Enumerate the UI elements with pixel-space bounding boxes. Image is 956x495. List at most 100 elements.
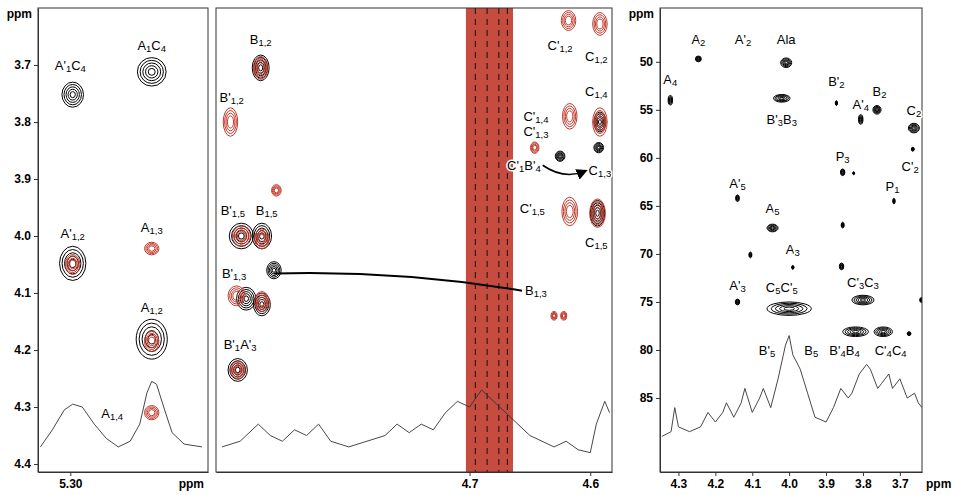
tick: 3.8 [855,472,872,491]
plot-frame [38,8,208,472]
tick-mark [656,302,660,303]
label-subscript: 2 [700,36,705,47]
contour-level [232,226,250,246]
contour-level [771,227,774,229]
y-axis-title: ppm [7,7,32,21]
contour-level [252,223,271,249]
peak [229,223,253,249]
contour-level [597,19,603,29]
tick: 4.0 [14,229,38,243]
peak-label: B'5 [759,342,775,358]
contour-level [593,13,607,36]
label-part: Ala [777,31,797,46]
peak-label: C'4C4 [875,342,907,358]
contour-level [875,108,878,112]
contour-level [236,230,246,241]
plot-area [662,56,922,436]
contour-level [859,116,863,124]
band-texture [498,8,499,472]
contour-level [912,148,914,150]
tick-label: 3.8 [14,115,31,129]
label-subscript: 1,3 [534,288,547,299]
contour-level [272,268,275,272]
tick-mark [34,407,38,408]
contour-level [558,154,562,158]
label-part: C' [523,109,535,124]
contour-level [259,235,265,244]
contour-level [908,332,911,335]
tick-label: 3.7 [14,58,31,72]
peak-labels: A4A2A'2AlaB'3B3B'2A'4B2C2C'2P3P1A'5A5A3A… [663,31,921,358]
contour-level [912,149,913,150]
contour-level [531,142,539,153]
label-part: C [589,163,598,178]
contour-level [874,106,881,113]
contour-level [770,226,775,229]
contour-level [232,363,244,377]
peak [230,361,244,378]
label-part: C [766,279,775,294]
contour-level [775,305,802,313]
label-part: B [525,283,534,298]
label-part: A [137,38,146,53]
contour-level [912,148,913,150]
tick-mark [826,472,827,476]
contour-level [749,253,751,257]
contour-level [257,62,264,73]
contour-level [698,58,699,59]
contour-level [853,173,854,174]
contour-level [841,222,844,228]
tick-label: 4.1 [744,477,761,491]
contour-level [597,116,603,128]
panel: 5.303.73.83.94.04.14.24.34.4ppmppmA'1C4A… [7,7,209,491]
peak [859,115,863,125]
peak-label: A1,2 [141,300,163,316]
contour-level [533,145,537,150]
contour-series [228,55,606,381]
contour-level [594,208,600,219]
label-part: B' [224,337,235,352]
contour-level [66,255,80,275]
contour-level [562,313,566,318]
label-part: C [864,274,873,289]
peak-label: C1,5 [585,234,608,250]
tick-label: 70 [640,247,654,261]
tick-label: 75 [640,295,654,309]
peak-label: A'3 [729,277,745,293]
peak-label: B5 [804,342,818,358]
contour-level [768,225,777,231]
tick-mark [34,350,38,351]
contour-level [843,327,869,337]
label-subscript: 1,5 [232,208,245,219]
peak-label: B'1A'3 [224,337,257,353]
label-part: C [585,234,594,249]
contour-level [145,331,159,351]
peak-label: A'1C4 [55,58,86,74]
axis-line [217,472,613,473]
contour-level [841,265,843,268]
contour-level [238,233,244,239]
contour-level [860,299,865,301]
contour-level [771,303,807,314]
label-part: B [256,203,265,218]
projection-trace [222,390,610,453]
label-subscript: 1,4 [535,114,548,125]
label-subscript: 1,5 [594,239,607,250]
panel: 4.34.24.14.03.93.83.75055606570758085ppm… [629,7,952,491]
peak [272,185,282,196]
peak-label: C2 [907,102,922,118]
contour-level [567,111,573,122]
peak [563,103,577,129]
contour-level [68,89,77,100]
contour-level [252,55,269,81]
contour-level [233,365,242,376]
peak-label: Ala [777,31,797,46]
tick-label: 4.6 [582,477,599,491]
label-subscript: 1,2 [559,43,572,54]
label-part: B' [524,157,535,172]
axis: 4.74.6 [217,472,613,491]
contour-level [66,87,79,103]
contour-level [531,143,538,152]
contour-level [697,58,700,60]
contour-level [859,115,863,125]
